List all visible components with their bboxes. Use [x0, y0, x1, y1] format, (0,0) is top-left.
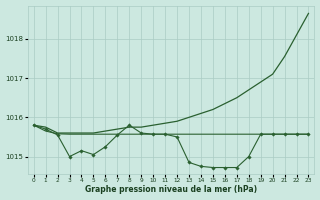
- X-axis label: Graphe pression niveau de la mer (hPa): Graphe pression niveau de la mer (hPa): [85, 185, 257, 194]
